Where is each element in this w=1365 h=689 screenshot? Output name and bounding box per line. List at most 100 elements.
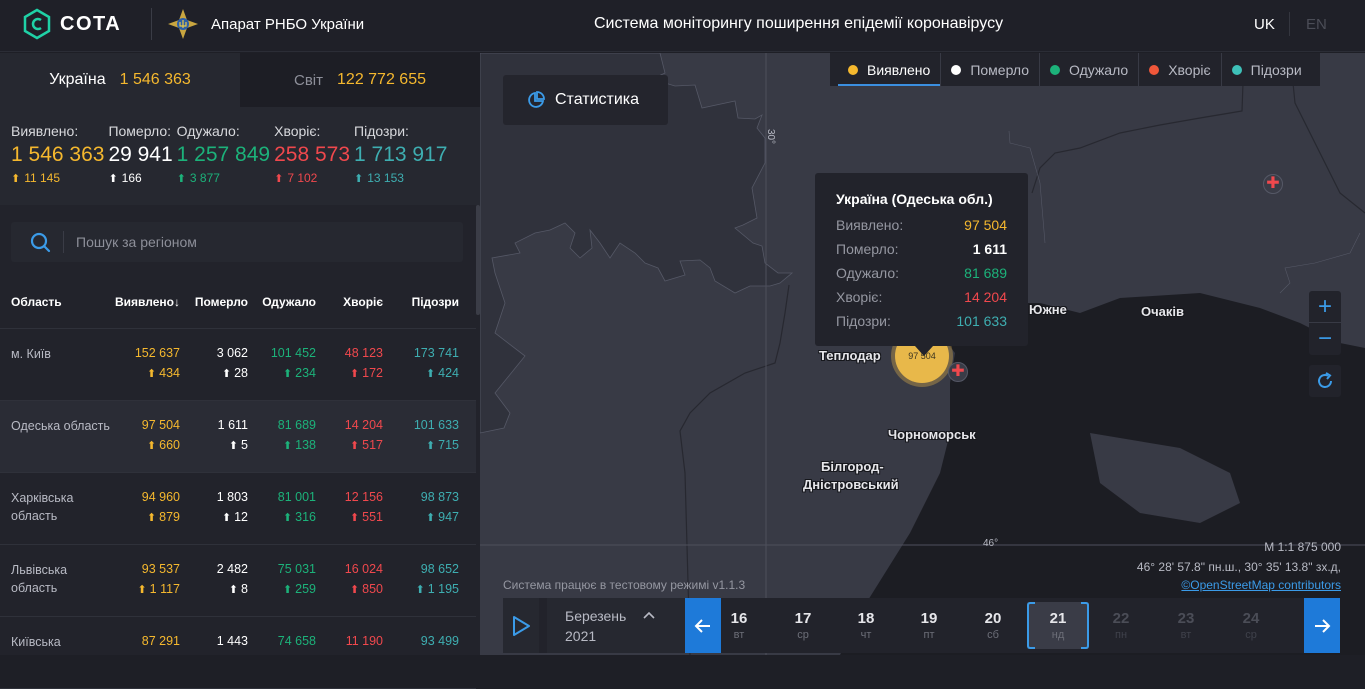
total-value: 1 713 917	[354, 143, 448, 166]
tab-value: 1 546 363	[119, 71, 191, 88]
tooltip-title: Україна (Одеська обл.)	[836, 191, 993, 207]
col-deaths[interactable]: Померло	[194, 295, 248, 309]
filter-label: Підозри	[1250, 61, 1302, 78]
date-timeline: Березень 2021 16 вт 17 ср 18 чт 19 пт 20 сб 2…	[503, 598, 1340, 653]
day-item[interactable]: 22 пн	[1091, 598, 1151, 653]
table-row[interactable]: Львівська область 93 537 ⬆ 1 117 2 482 ⬆ 8…	[0, 545, 476, 617]
tooltip-label: Підозри:	[836, 313, 891, 329]
suspected-value: 98 873	[420, 490, 459, 504]
filter-recovered[interactable]: Одужало	[1040, 53, 1140, 86]
confirmed-delta: 1 117	[149, 582, 180, 596]
cota-logo-icon	[23, 8, 51, 40]
day-number: 20	[984, 610, 1002, 627]
suspected-delta: 715	[438, 438, 459, 452]
filter-suspected[interactable]: Підозри	[1222, 53, 1312, 86]
osm-attribution-link[interactable]: ©OpenStreetMap contributors	[1181, 578, 1341, 592]
play-button[interactable]	[503, 598, 547, 653]
table-row[interactable]: Одеська область 97 504 ⬆ 660 1 611 ⬆ 5 81 …	[0, 401, 476, 473]
total-active: Хворіє: 258 573 ⬆ 7 102	[274, 123, 350, 205]
table-row[interactable]: Харківська область 94 960 ⬆ 879 1 803 ⬆ 12…	[0, 473, 476, 545]
reset-view-button[interactable]	[1309, 365, 1341, 397]
total-confirmed: Виявлено: 1 546 363 ⬆ 11 145	[11, 123, 104, 205]
table-header: Область Виявлено↓ Померло Одужало Хворіє…	[0, 289, 476, 329]
day-weekday: ср	[797, 629, 809, 641]
dot-icon	[1050, 64, 1061, 75]
search-input[interactable]	[76, 234, 436, 250]
col-recovered[interactable]: Одужало	[262, 295, 316, 309]
total-label: Хворіє:	[274, 123, 321, 139]
day-item[interactable]: 19 пт	[899, 598, 959, 653]
app-header: COTA Апарат РНБО України Система монітор…	[0, 0, 1365, 52]
col-suspected[interactable]: Підозри	[411, 295, 459, 309]
sort-desc-icon: ↓	[174, 295, 180, 309]
col-label: Виявлено	[115, 295, 174, 309]
filter-label: Хворіє	[1168, 61, 1211, 78]
total-suspected: Підозри: 1 713 917 ⬆ 13 153	[354, 123, 447, 205]
deaths-value: 2 482	[216, 562, 248, 576]
map-view[interactable]: 30° 46° Виявлено Померло Одужало Хворіє …	[480, 53, 1365, 655]
arrow-up-icon: ⬆	[282, 368, 296, 380]
tab-ukraine[interactable]: Україна 1 546 363	[0, 53, 240, 107]
col-active[interactable]: Хворіє	[343, 295, 383, 309]
hospital-marker-icon[interactable]: ✚	[1263, 174, 1283, 194]
total-delta: 3 877	[189, 171, 220, 185]
hospital-marker-icon[interactable]: ✚	[948, 362, 968, 382]
filter-deaths[interactable]: Померло	[941, 53, 1041, 86]
filter-active[interactable]: Хворіє	[1139, 53, 1222, 86]
filter-confirmed[interactable]: Виявлено	[838, 53, 942, 86]
day-item-selected[interactable]: 21 нд	[1027, 602, 1089, 649]
cota-logo[interactable]: COTA	[22, 8, 121, 40]
zoom-out-button[interactable]: −	[1317, 325, 1332, 352]
tab-world[interactable]: Світ 122 772 655	[240, 53, 480, 107]
statistics-button[interactable]: Статистика	[503, 75, 668, 125]
arrow-up-icon: ⬆	[221, 368, 235, 380]
total-value: 258 573	[274, 143, 351, 166]
sidebar-scrollbar[interactable]	[476, 205, 480, 315]
recovered-delta: 316	[295, 510, 316, 524]
day-item[interactable]: 23 вт	[1156, 598, 1216, 653]
day-number: 23	[1177, 610, 1195, 627]
total-value: 1 257 849	[176, 143, 271, 166]
deaths-delta: 28	[234, 366, 248, 380]
cluster-value: 97 504	[908, 351, 936, 361]
day-item[interactable]: 20 сб	[963, 598, 1023, 653]
arrow-up-icon: ⬆	[176, 172, 186, 185]
prev-dates-button[interactable]	[685, 598, 721, 653]
day-weekday: ср	[1245, 629, 1257, 641]
arrow-up-icon: ⬆	[354, 172, 364, 185]
day-item[interactable]: 25чт	[1286, 598, 1304, 653]
arrow-up-icon: ⬆	[146, 440, 160, 452]
day-item[interactable]: 17 ср	[773, 598, 833, 653]
day-item[interactable]: 18 чт	[836, 598, 896, 653]
confirmed-value: 152 637	[134, 346, 180, 360]
suspected-value: 173 741	[413, 346, 459, 360]
pie-chart-icon	[528, 91, 545, 108]
month-picker[interactable]: Березень 2021	[547, 598, 685, 653]
col-region[interactable]: Область	[11, 295, 62, 309]
region-name: Львівська область	[11, 563, 68, 595]
total-value: 29 941	[108, 143, 173, 166]
suspected-delta: 947	[438, 510, 459, 524]
day-number: 24	[1242, 610, 1260, 627]
test-mode-notice: Система працює в тестовому режимі v1.1.3	[503, 578, 746, 592]
filter-label: Одужало	[1069, 61, 1129, 78]
next-dates-button[interactable]	[1304, 598, 1340, 653]
dot-icon	[951, 64, 962, 75]
dot-icon	[1231, 64, 1242, 75]
total-deaths: Померло: 29 941 ⬆ 166	[108, 123, 172, 205]
day-item[interactable]: 16 вт	[721, 598, 769, 653]
day-item[interactable]: 24 ср	[1221, 598, 1281, 653]
zoom-in-button[interactable]: +	[1309, 291, 1341, 323]
rnbo-emblem-icon	[168, 9, 198, 39]
rnbo-brand[interactable]: Апарат РНБО України	[167, 8, 364, 40]
lang-uk-button[interactable]: UK	[1254, 16, 1275, 33]
table-row[interactable]: Київська 87 291 1 443 74 658 11 190 93 4…	[0, 617, 476, 689]
lang-en-button[interactable]: EN	[1306, 16, 1327, 33]
month-label: Березень	[565, 608, 627, 624]
day-weekday: вт	[733, 629, 745, 641]
play-icon	[513, 615, 530, 636]
table-row[interactable]: м. Київ 152 637 ⬆ 434 3 062 ⬆ 28 101 452 ⬆ …	[0, 329, 476, 401]
filter-label: Виявлено	[867, 61, 931, 78]
arrow-up-icon: ⬆	[146, 368, 160, 380]
col-confirmed[interactable]: Виявлено↓	[115, 295, 180, 309]
